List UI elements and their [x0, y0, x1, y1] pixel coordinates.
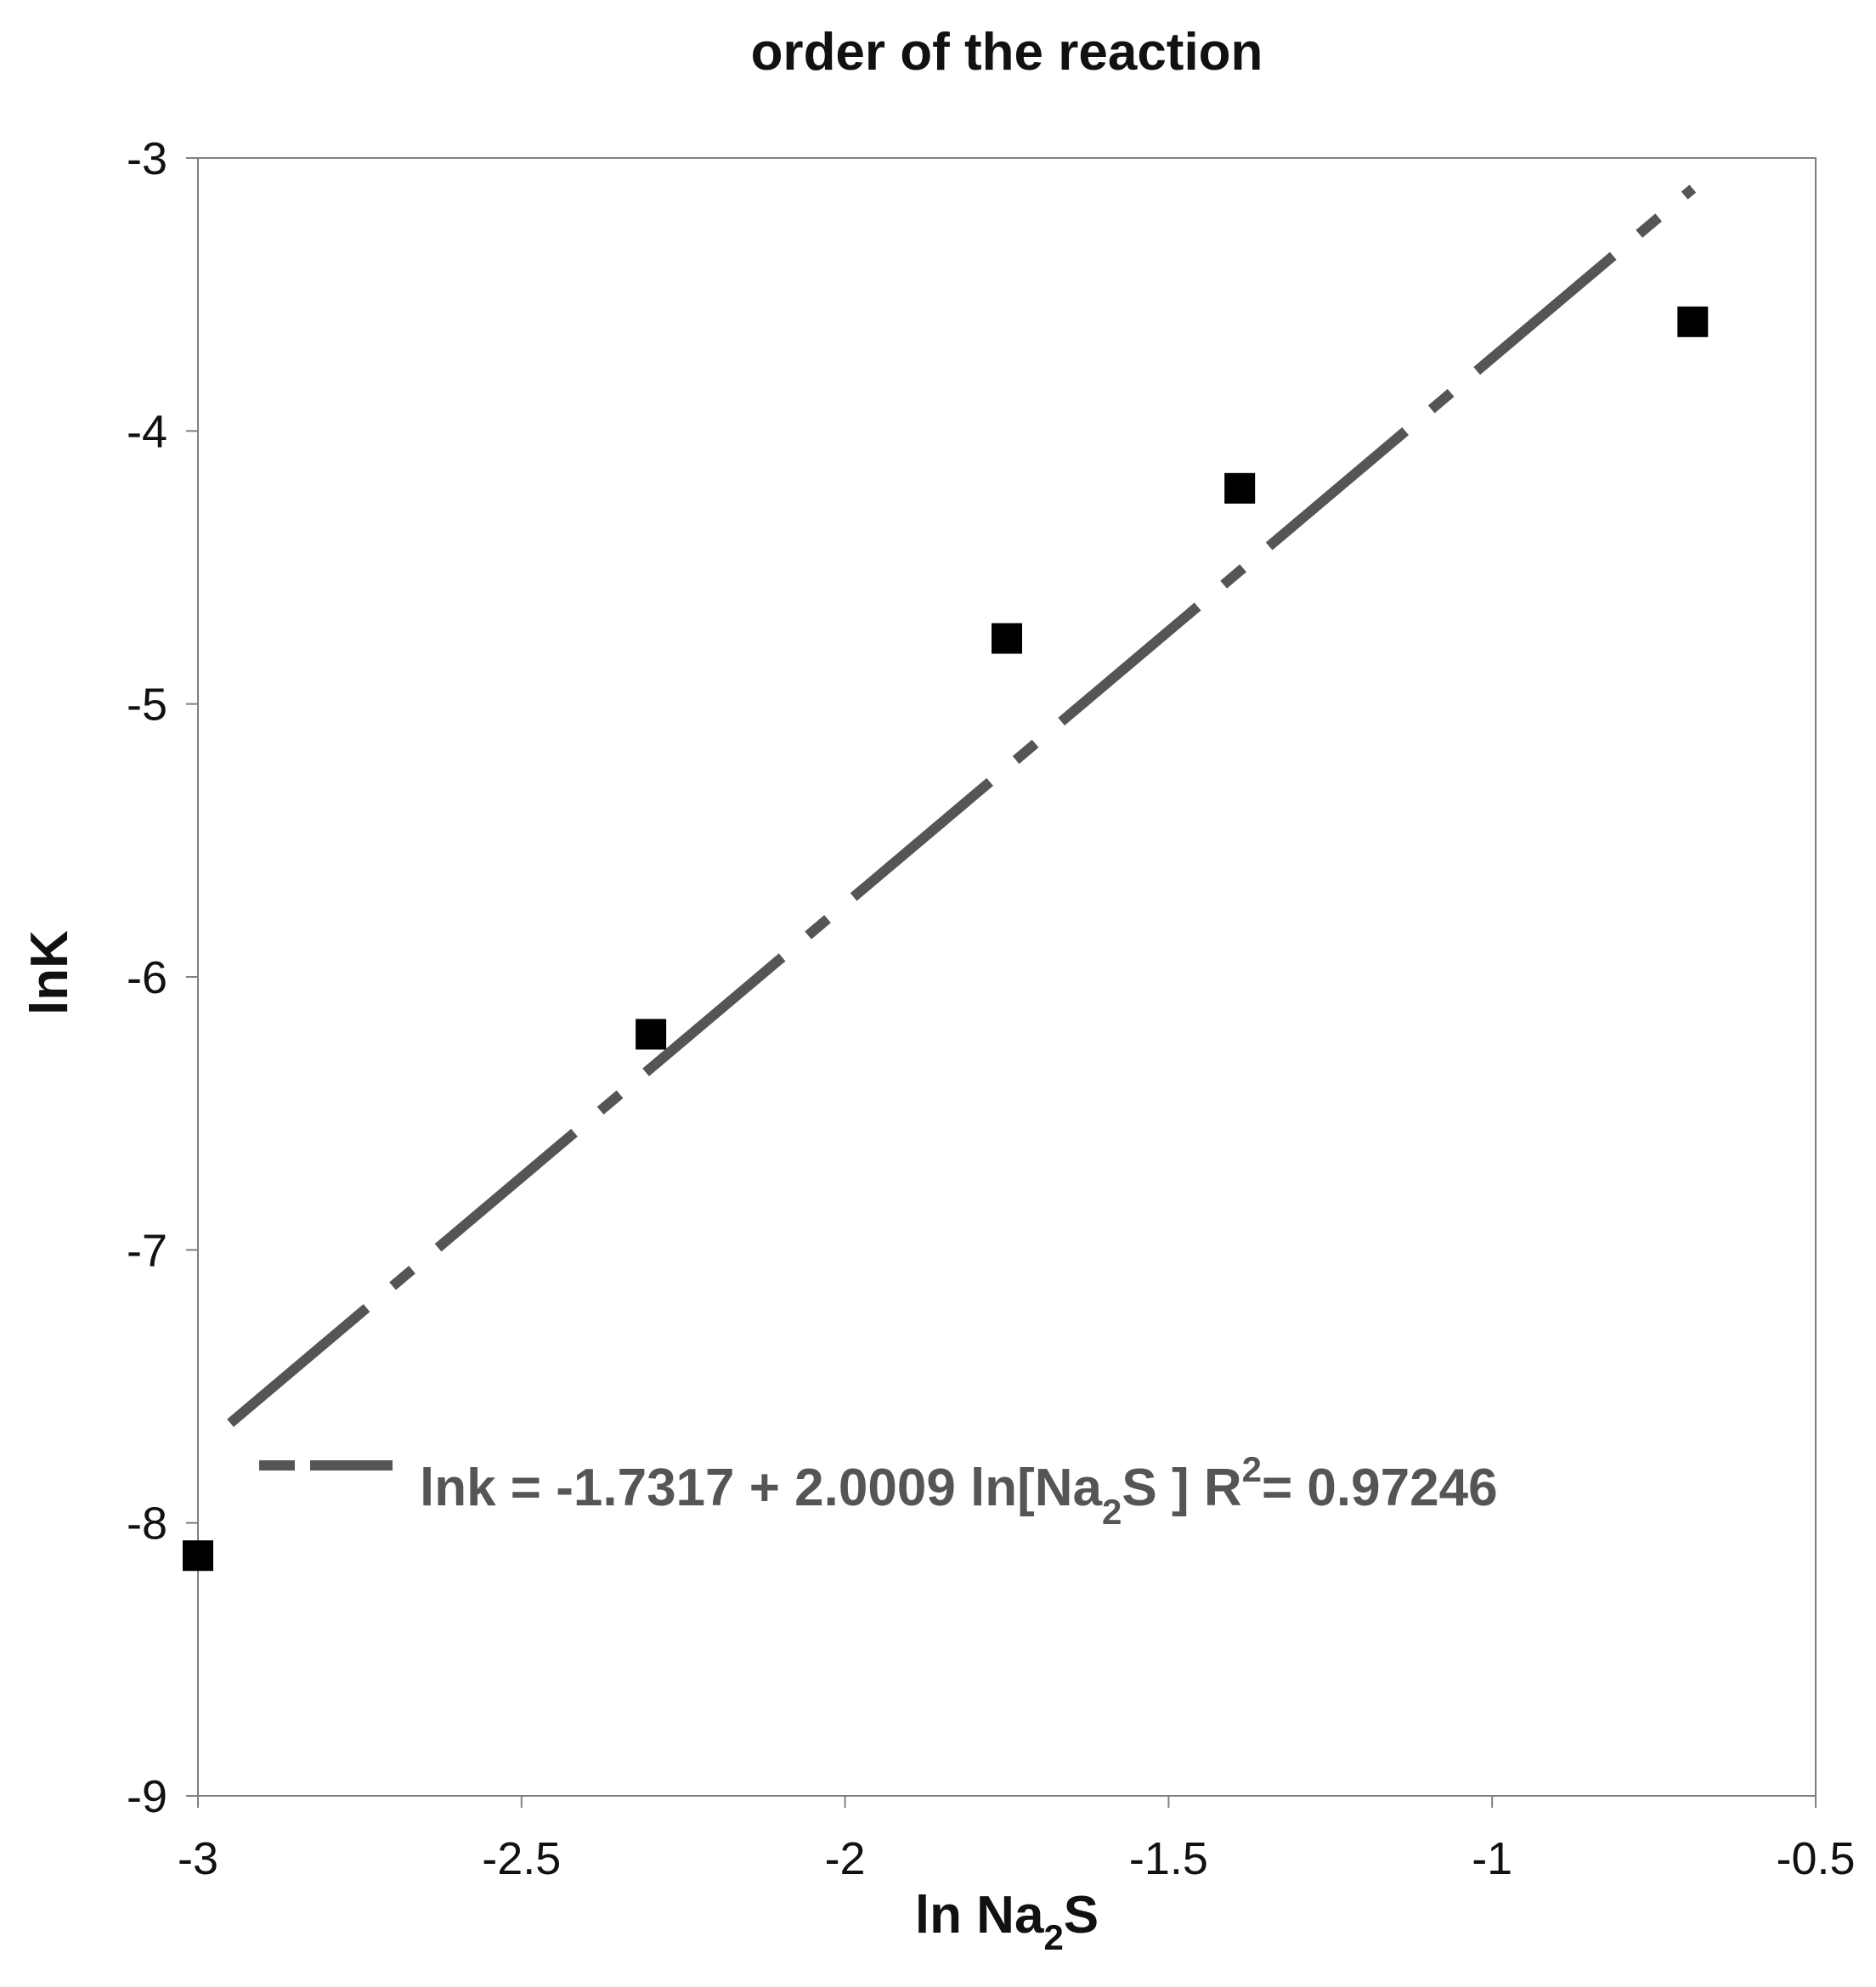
legend-label: lnk = -1.7317 + 2.0009 ln[Na2S ] R2= 0.9… — [420, 1449, 1498, 1532]
data-point — [636, 1019, 667, 1050]
y-tick-label: -4 — [127, 406, 167, 457]
fit-line-layer — [227, 184, 1697, 1427]
data-point — [1224, 472, 1256, 504]
y-tick-label: -3 — [127, 133, 167, 184]
x-tick-label: -2 — [825, 1833, 866, 1884]
y-axis-title: lnK — [20, 930, 79, 1015]
fit-line — [227, 184, 1697, 1427]
chart-title: order of the reaction — [751, 23, 1263, 82]
y-tick-label: -7 — [127, 1225, 167, 1276]
x-axis-title-main: ln Na — [915, 1886, 1044, 1945]
legend-label-subscript: 2 — [1102, 1492, 1122, 1532]
data-point — [1677, 306, 1709, 337]
x-tick-label: -1 — [1472, 1833, 1512, 1884]
y-axis-ticks: -3 -4 -5 -6 -7 -8 -9 — [127, 133, 198, 1822]
x-tick-label: -1.5 — [1129, 1833, 1208, 1884]
plot-frame — [197, 157, 1817, 1797]
y-tick-label: -9 — [127, 1771, 167, 1822]
y-tick-label: -6 — [127, 952, 167, 1003]
x-tick-label: -3 — [178, 1833, 218, 1884]
x-tick-label: -2.5 — [482, 1833, 561, 1884]
legend-label-superscript: 2 — [1242, 1449, 1262, 1489]
x-axis-title: ln Na2S — [915, 1886, 1099, 1957]
data-point — [183, 1540, 213, 1572]
x-tick-label: -0.5 — [1776, 1833, 1855, 1884]
data-points — [183, 306, 1709, 1572]
legend-label-tail: = 0.97246 — [1262, 1459, 1498, 1517]
legend: lnk = -1.7317 + 2.0009 ln[Na2S ] R2= 0.9… — [259, 1449, 1498, 1532]
x-axis-title-subscript: 2 — [1043, 1917, 1063, 1957]
y-tick-label: -5 — [127, 680, 167, 731]
legend-label-middle: S ] R — [1122, 1459, 1241, 1517]
y-tick-label: -8 — [127, 1499, 167, 1550]
x-axis-ticks: -3 -2.5 -2 -1.5 -1 -0.5 — [178, 1796, 1856, 1884]
x-axis-title-end: S — [1064, 1886, 1099, 1945]
data-point — [992, 623, 1022, 654]
legend-label-main: lnk = -1.7317 + 2.0009 ln[Na — [420, 1459, 1103, 1517]
